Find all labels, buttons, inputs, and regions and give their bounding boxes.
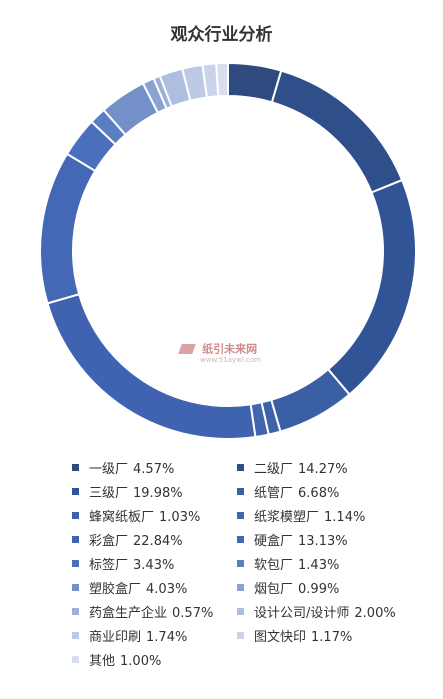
- legend-label: 塑胶盒厂: [89, 582, 142, 597]
- legend-label: 纸管厂: [254, 486, 294, 501]
- legend-swatch: [72, 512, 79, 519]
- donut-slice-16: [215, 61, 229, 98]
- legend-value: 6.68%: [298, 486, 340, 501]
- legend-item: 设计公司/设计师 2.00%: [237, 602, 427, 621]
- legend-label: 纸浆模塑厂: [254, 510, 320, 525]
- legend-swatch: [237, 608, 244, 615]
- legend-item: 塑胶盒厂 4.03%: [72, 578, 237, 597]
- legend-swatch: [237, 632, 244, 639]
- legend-value: 0.57%: [172, 606, 214, 621]
- legend-item: 标签厂 3.43%: [72, 554, 237, 573]
- legend-label: 蜂窝纸板厂: [89, 510, 155, 525]
- legend-value: 1.14%: [324, 510, 366, 525]
- legend-item: 三级厂 19.98%: [72, 482, 237, 501]
- legend-item: 纸管厂 6.68%: [237, 482, 427, 501]
- legend-swatch: [72, 608, 79, 615]
- legend-swatch: [72, 584, 79, 591]
- watermark: 纸引未来网 www.51aywl.com: [178, 338, 280, 364]
- legend-label: 烟包厂: [254, 582, 294, 597]
- legend-swatch: [72, 560, 79, 567]
- legend-swatch: [237, 464, 244, 471]
- legend-item: 药盒生产企业 0.57%: [72, 602, 237, 621]
- watermark-logo-icon: [178, 343, 196, 354]
- legend-value: 1.74%: [146, 630, 188, 645]
- legend-swatch: [237, 560, 244, 567]
- legend-swatch: [72, 632, 79, 639]
- legend-item: 图文快印 1.17%: [237, 626, 427, 645]
- legend-swatch: [237, 488, 244, 495]
- legend-label: 药盒生产企业: [89, 606, 168, 621]
- legend-swatch: [237, 536, 244, 543]
- legend-swatch: [72, 536, 79, 543]
- legend-item: 蜂窝纸板厂 1.03%: [72, 506, 237, 525]
- legend-value: 3.43%: [133, 558, 175, 573]
- legend-value: 1.03%: [159, 510, 201, 525]
- legend-value: 1.43%: [298, 558, 340, 573]
- legend-item: 二级厂 14.27%: [237, 458, 427, 477]
- legend-label: 硬盒厂: [254, 534, 294, 549]
- legend-label: 设计公司/设计师: [254, 606, 350, 621]
- legend-label: 标签厂: [89, 558, 129, 573]
- legend-value: 14.27%: [298, 462, 348, 477]
- legend-label: 二级厂: [254, 462, 294, 477]
- legend-label: 三级厂: [89, 486, 129, 501]
- legend-value: 19.98%: [133, 486, 183, 501]
- donut-chart: [39, 61, 417, 440]
- legend-swatch: [72, 656, 79, 663]
- legend-swatch: [72, 464, 79, 471]
- legend-value: 4.03%: [146, 582, 188, 597]
- legend-value: 0.99%: [298, 582, 340, 597]
- legend-label: 一级厂: [89, 462, 129, 477]
- legend-value: 2.00%: [354, 606, 396, 621]
- legend-value: 1.17%: [311, 630, 353, 645]
- legend-swatch: [72, 488, 79, 495]
- legend-value: 13.13%: [298, 534, 348, 549]
- chart-title: 观众行业分析: [170, 25, 273, 45]
- legend-item: 烟包厂 0.99%: [237, 578, 427, 597]
- legend-swatch: [237, 584, 244, 591]
- legend-label: 其他: [89, 654, 116, 669]
- legend-item: 其他 1.00%: [72, 650, 237, 669]
- donut-slice-2: [326, 178, 417, 396]
- legend-item: 商业印刷 1.74%: [72, 626, 237, 645]
- legend-swatch: [237, 512, 244, 519]
- chart-legend: 一级厂 4.57% 二级厂 14.27% 三级厂 19.98% 纸管厂 6.68% 蜂窝纸板厂 1…: [72, 458, 432, 669]
- watermark-text: 纸引未来网: [202, 342, 258, 356]
- legend-label: 图文快印: [254, 630, 307, 645]
- legend-value: 4.57%: [133, 462, 175, 477]
- legend-item: 软包厂 1.43%: [237, 554, 427, 573]
- donut-slice-7: [39, 152, 97, 305]
- legend-label: 商业印刷: [89, 630, 142, 645]
- legend-label: 彩盒厂: [89, 534, 129, 549]
- legend-item: 硬盒厂 13.13%: [237, 530, 427, 549]
- watermark-url: www.51aywl.com: [200, 356, 261, 364]
- legend-item: 纸浆模塑厂 1.14%: [237, 506, 427, 525]
- legend-label: 软包厂: [254, 558, 294, 573]
- legend-value: 1.00%: [120, 654, 162, 669]
- donut-slice-1: [270, 69, 404, 194]
- legend-item: 一级厂 4.57%: [72, 458, 237, 477]
- legend-item: 彩盒厂 22.84%: [72, 530, 237, 549]
- legend-value: 22.84%: [133, 534, 183, 549]
- donut-slice-6: [46, 292, 257, 440]
